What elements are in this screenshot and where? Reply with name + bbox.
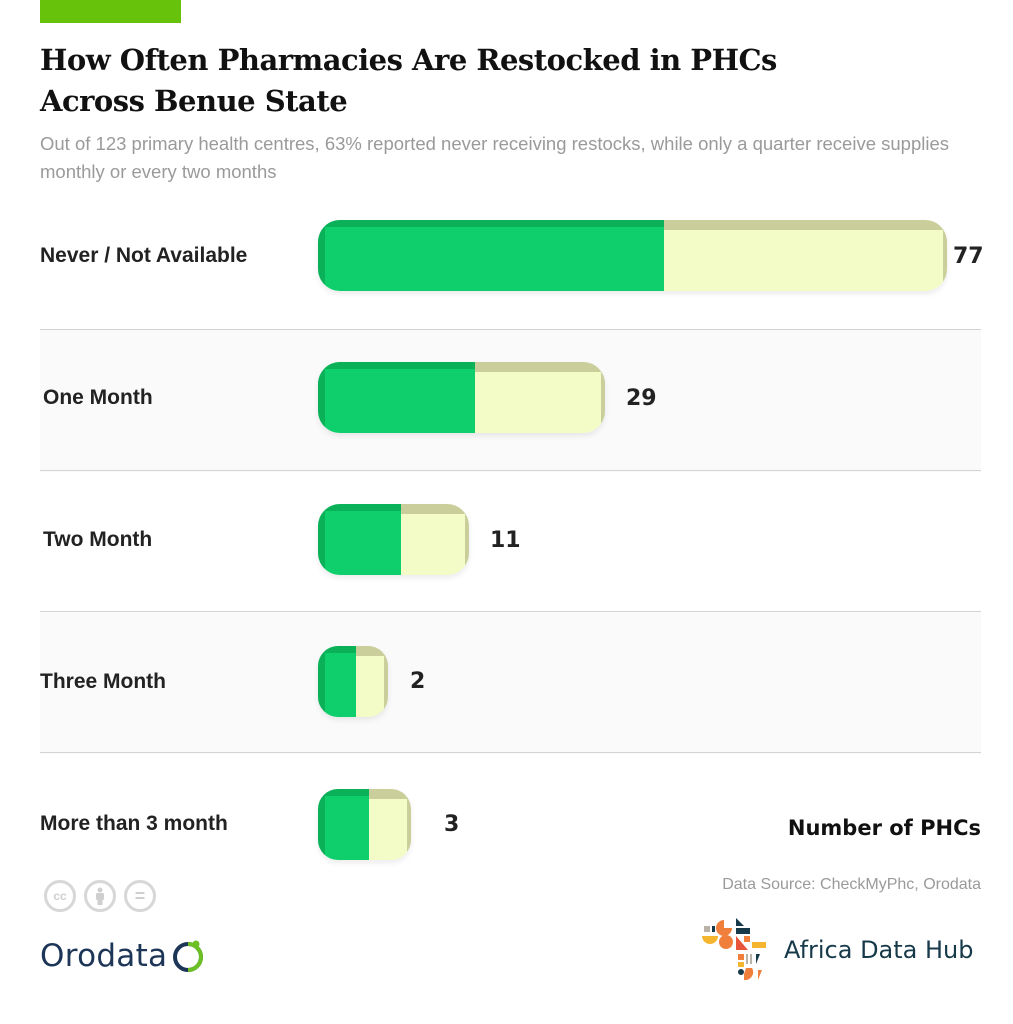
orodata-wordmark: Orodata <box>40 938 168 974</box>
africa-data-hub-logo: Africa Data Hub <box>700 914 974 986</box>
category-label: Three Month <box>40 670 166 693</box>
cc-icon: cc <box>44 880 76 912</box>
x-axis-label: Number of PHCs <box>787 816 981 840</box>
category-label: Two Month <box>43 528 153 551</box>
chart-subtitle: Out of 123 primary health centres, 63% r… <box>40 133 950 182</box>
bar-value: 2 <box>410 669 426 694</box>
bar-fill-secondary <box>475 362 605 433</box>
row-divider <box>40 611 981 612</box>
bar-one-month <box>318 362 605 433</box>
by-person-icon <box>84 880 116 912</box>
bar-more-than-3-month <box>318 789 411 860</box>
chart-row: More than 3 month <box>40 753 981 895</box>
bar-two-month <box>318 504 469 575</box>
orodata-logo: Orodata <box>40 938 207 974</box>
bar-fill-secondary <box>356 646 388 717</box>
bar-never <box>318 220 947 291</box>
bar-fill-primary <box>318 362 475 433</box>
category-label: One Month <box>43 386 153 409</box>
category-label: Never / Not Available <box>40 244 248 267</box>
bar-value: 29 <box>626 386 657 411</box>
nd-equals-icon: = <box>124 880 156 912</box>
data-source: Data Source: CheckMyPhc, Orodata <box>722 876 981 893</box>
bar-value: 77 <box>953 244 984 269</box>
category-label: More than 3 month <box>40 812 228 835</box>
bar-fill-secondary <box>664 220 947 291</box>
chart-row: Two Month <box>40 471 981 613</box>
africa-data-hub-wordmark: Africa Data Hub <box>784 936 974 964</box>
bar-three-month <box>318 646 388 717</box>
bar-fill-primary <box>318 504 401 575</box>
bar-fill-primary <box>318 789 369 860</box>
row-divider <box>40 470 981 471</box>
bar-fill-secondary <box>401 504 469 575</box>
row-divider <box>40 329 981 330</box>
license-icons: cc = <box>44 880 156 912</box>
row-divider <box>40 752 981 753</box>
chart-title: How Often Pharmacies Are Restocked in PH… <box>40 43 777 118</box>
chart-row: Never / Not Available <box>40 188 981 330</box>
bar-value: 11 <box>490 528 521 553</box>
accent-bar <box>40 0 181 23</box>
bar-value: 3 <box>444 812 460 837</box>
bar-fill-primary <box>318 646 356 717</box>
africa-map-icon <box>702 918 766 981</box>
orodata-ring-icon <box>173 940 204 972</box>
bar-fill-primary <box>318 220 664 291</box>
chart-row: Three Month <box>40 612 981 754</box>
bar-fill-secondary <box>369 789 411 860</box>
